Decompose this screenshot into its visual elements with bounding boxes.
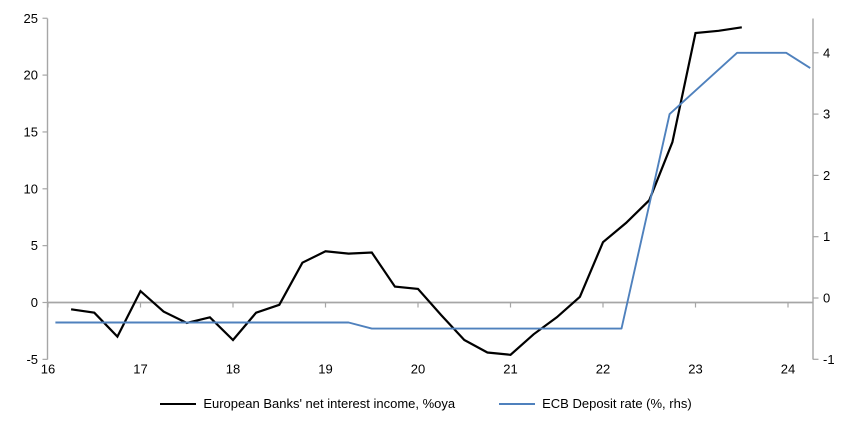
right-axis-tick-label: 0 (823, 291, 830, 306)
x-axis-tick-label: 19 (318, 362, 332, 377)
x-axis-tick-label: 21 (503, 362, 517, 377)
left-axis-tick-label: 15 (24, 124, 38, 139)
legend-line-swatch-black (160, 402, 197, 405)
x-axis-tick-label: 24 (781, 362, 795, 377)
right-axis-tick-label: 2 (823, 168, 830, 183)
right-axis-tick-label: 4 (823, 45, 830, 60)
x-axis-tick-label: 18 (226, 362, 240, 377)
x-axis-tick-label: 22 (596, 362, 610, 377)
x-axis-tick-label: 17 (133, 362, 147, 377)
x-axis-tick-label: 20 (411, 362, 425, 377)
legend-line-swatch-blue (499, 402, 536, 405)
right-axis-tick-label: 3 (823, 107, 830, 122)
right-axis-tick-label: 1 (823, 229, 830, 244)
left-axis-tick-label: 25 (24, 11, 38, 26)
left-axis-tick-label: -5 (26, 352, 38, 367)
left-axis-tick-label: 0 (31, 295, 38, 310)
right-axis-tick-label: -1 (823, 352, 835, 367)
left-axis-tick-label: 5 (31, 238, 38, 253)
series-line-net-interest-income (70, 26, 742, 356)
x-axis-tick-label: 23 (688, 362, 702, 377)
legend-item-ecb-deposit-rate: ECB Deposit rate (%, rhs) (499, 396, 692, 411)
left-axis-tick-label: 10 (24, 181, 38, 196)
legend-label-net-interest-income: European Banks' net interest income, %oy… (203, 396, 456, 411)
legend-item-net-interest-income: European Banks' net interest income, %oy… (160, 396, 455, 411)
legend-label-ecb-deposit-rate: ECB Deposit rate (%, rhs) (542, 396, 692, 411)
legend: European Banks' net interest income, %oy… (0, 396, 852, 411)
series-line-ecb-deposit-rate (55, 51, 811, 330)
left-axis-tick-label: 20 (24, 68, 38, 83)
x-axis-tick-label: 16 (41, 362, 55, 377)
